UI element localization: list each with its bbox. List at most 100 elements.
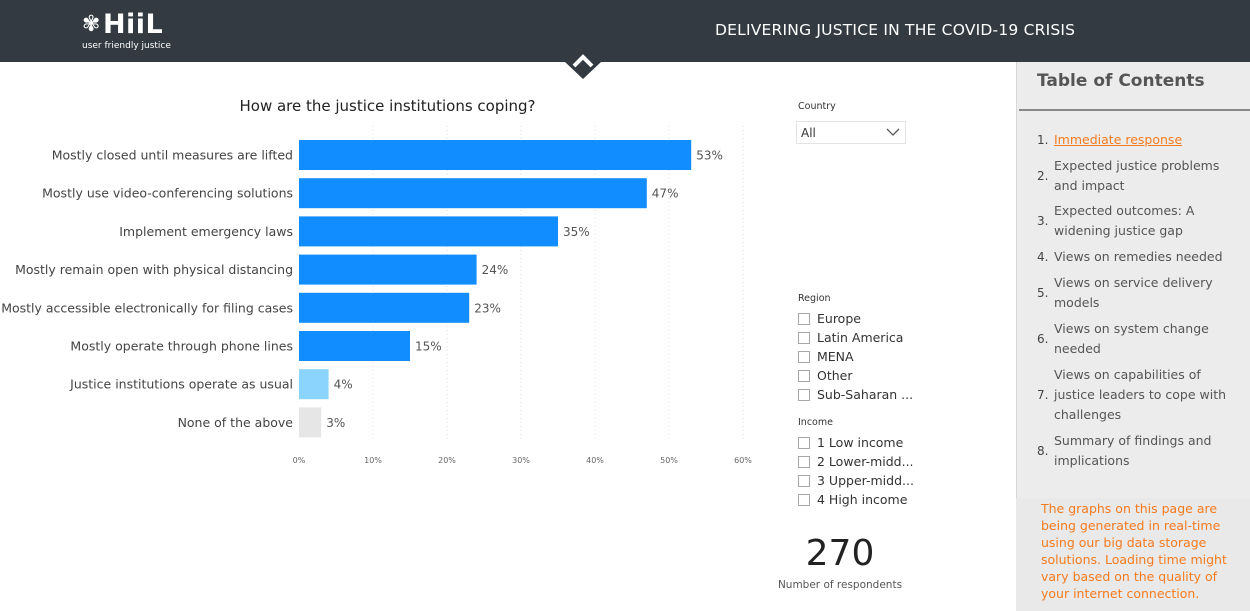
loading-notice-text: The graphs on this page are being genera… xyxy=(1041,501,1227,601)
bar[interactable] xyxy=(299,331,410,361)
region-option[interactable]: Sub-Saharan ... xyxy=(798,385,913,404)
bar[interactable] xyxy=(299,216,558,247)
x-tick-label: 10% xyxy=(364,456,382,465)
chevron-down-icon xyxy=(886,128,900,136)
region-label: Region xyxy=(798,293,831,304)
toc-item[interactable]: 4. Views on remedies needed xyxy=(1037,247,1242,267)
region-option-label: Other xyxy=(817,368,853,383)
toc-item-number: 8. xyxy=(1037,444,1049,458)
x-tick-label: 30% xyxy=(512,456,530,465)
region-checkbox[interactable] xyxy=(798,312,810,325)
category-label: Mostly remain open with physical distanc… xyxy=(15,262,293,277)
bar[interactable] xyxy=(299,140,692,170)
data-label: 4% xyxy=(334,378,353,392)
income-checkbox[interactable] xyxy=(798,436,810,449)
bar[interactable] xyxy=(299,254,477,285)
toc-item-number: 3. xyxy=(1037,214,1049,228)
data-label: 24% xyxy=(482,263,509,277)
hiil-logo[interactable]: ✾ HiiL user friendly justice xyxy=(82,11,171,52)
income-option[interactable]: 2 Lower-midd... xyxy=(798,452,914,471)
region-option[interactable]: Other xyxy=(798,366,913,385)
region-checkbox[interactable] xyxy=(798,331,810,344)
region-checkbox[interactable] xyxy=(798,350,810,363)
header-bar: ✾ HiiL user friendly justice DELIVERING … xyxy=(0,0,1250,62)
page-title: DELIVERING JUSTICE IN THE COVID-19 CRISI… xyxy=(715,21,1076,39)
income-option-label: 1 Low income xyxy=(817,435,904,450)
flower-icon: ✾ xyxy=(82,12,101,37)
region-checkbox[interactable] xyxy=(798,388,810,401)
income-checkbox[interactable] xyxy=(798,455,810,468)
toc-link[interactable]: Views on system change needed xyxy=(1054,321,1209,356)
x-tick-label: 40% xyxy=(586,456,604,465)
data-label: 15% xyxy=(415,340,442,354)
country-label: Country xyxy=(798,101,836,112)
income-checkbox[interactable] xyxy=(798,493,810,506)
category-label: Mostly closed until measures are lifted xyxy=(52,148,293,163)
toc-link[interactable]: Expected outcomes: A widening justice ga… xyxy=(1054,203,1195,238)
income-option[interactable]: 3 Upper-midd... xyxy=(798,471,914,490)
toc-item[interactable]: 2. Expected justice problems and impact xyxy=(1037,156,1242,196)
collapse-header-toggle[interactable] xyxy=(563,43,603,81)
loading-notice: The graphs on this page are being genera… xyxy=(1016,498,1250,611)
bar-chart: 0% 10% 20% 30% 40% 50% 60% Mostly closed until … xyxy=(1,126,752,465)
table-of-contents-panel: Table of Contents 1. Immediate response 2.… xyxy=(1016,62,1250,611)
income-checkbox[interactable] xyxy=(798,474,810,487)
logo-tagline: user friendly justice xyxy=(82,41,171,51)
respondents-label: Number of respondents xyxy=(777,579,903,591)
income-checklist: 1 Low income 2 Lower-midd... 3 Upper-midd.… xyxy=(798,433,914,509)
toc-item[interactable]: 5. Views on service delivery models xyxy=(1037,273,1242,313)
region-checklist: Europe Latin America MENA Other Sub-Saharan … xyxy=(798,309,913,404)
toc-link-active[interactable]: Immediate response xyxy=(1054,132,1183,147)
data-label: 47% xyxy=(652,187,679,201)
region-option-label: Sub-Saharan ... xyxy=(817,387,914,402)
bar[interactable] xyxy=(299,178,647,209)
data-label: 3% xyxy=(326,416,345,430)
chart-title: How are the justice institutions coping? xyxy=(239,97,536,115)
income-option-label: 4 High income xyxy=(817,492,908,507)
bar[interactable] xyxy=(299,292,470,323)
toc-item[interactable]: 1. Immediate response xyxy=(1037,130,1242,150)
toc-title: Table of Contents xyxy=(1037,71,1205,91)
region-option-label: Europe xyxy=(817,311,861,326)
logo-mark: ✾ HiiL xyxy=(82,11,171,39)
logo-text: HiiL xyxy=(102,9,164,40)
x-tick-label: 20% xyxy=(438,456,456,465)
toc-item-number: 1. xyxy=(1037,133,1049,147)
income-option[interactable]: 4 High income xyxy=(798,490,914,509)
toc-item[interactable]: 7. Views on capabilities of justice leade… xyxy=(1037,365,1242,425)
country-dropdown[interactable]: All xyxy=(796,121,906,144)
toc-item-number: 4. xyxy=(1037,250,1049,264)
toc-link[interactable]: Expected justice problems and impact xyxy=(1054,158,1220,193)
region-option-label: MENA xyxy=(817,349,854,364)
income-label: Income xyxy=(798,417,833,428)
toc-divider xyxy=(1019,109,1250,111)
toc-item[interactable]: 3. Expected outcomes: A widening justice … xyxy=(1037,201,1242,241)
toc-item[interactable]: 6. Views on system change needed xyxy=(1037,319,1242,359)
category-label: Justice institutions operate as usual xyxy=(69,377,293,392)
region-checkbox[interactable] xyxy=(798,369,810,382)
region-option[interactable]: MENA xyxy=(798,347,913,366)
chevron-up-icon xyxy=(565,45,601,79)
data-label: 35% xyxy=(563,225,590,239)
toc-link[interactable]: Views on service delivery models xyxy=(1054,275,1213,310)
country-selected-value: All xyxy=(801,126,816,140)
x-tick-label: 50% xyxy=(660,456,678,465)
region-option[interactable]: Latin America xyxy=(798,328,913,347)
category-label: Implement emergency laws xyxy=(119,224,293,239)
toc-link[interactable]: Summary of findings and implications xyxy=(1054,433,1212,468)
category-label: Mostly accessible electronically for fil… xyxy=(1,300,293,315)
income-option[interactable]: 1 Low income xyxy=(798,433,914,452)
income-option-label: 3 Upper-midd... xyxy=(817,473,914,488)
toc-link[interactable]: Views on remedies needed xyxy=(1054,249,1223,264)
toc-link[interactable]: Views on capabilities of justice leaders… xyxy=(1054,367,1227,422)
category-label: Mostly use video-conferencing solutions xyxy=(42,186,293,201)
toc-item-number: 5. xyxy=(1037,286,1049,300)
bar[interactable] xyxy=(299,407,322,438)
bar[interactable] xyxy=(299,369,329,400)
category-label: None of the above xyxy=(178,415,294,430)
x-tick-label: 60% xyxy=(734,456,752,465)
data-label: 23% xyxy=(474,301,501,315)
x-tick-label: 0% xyxy=(293,456,306,465)
region-option[interactable]: Europe xyxy=(798,309,913,328)
toc-item[interactable]: 8. Summary of findings and implications xyxy=(1037,431,1242,471)
